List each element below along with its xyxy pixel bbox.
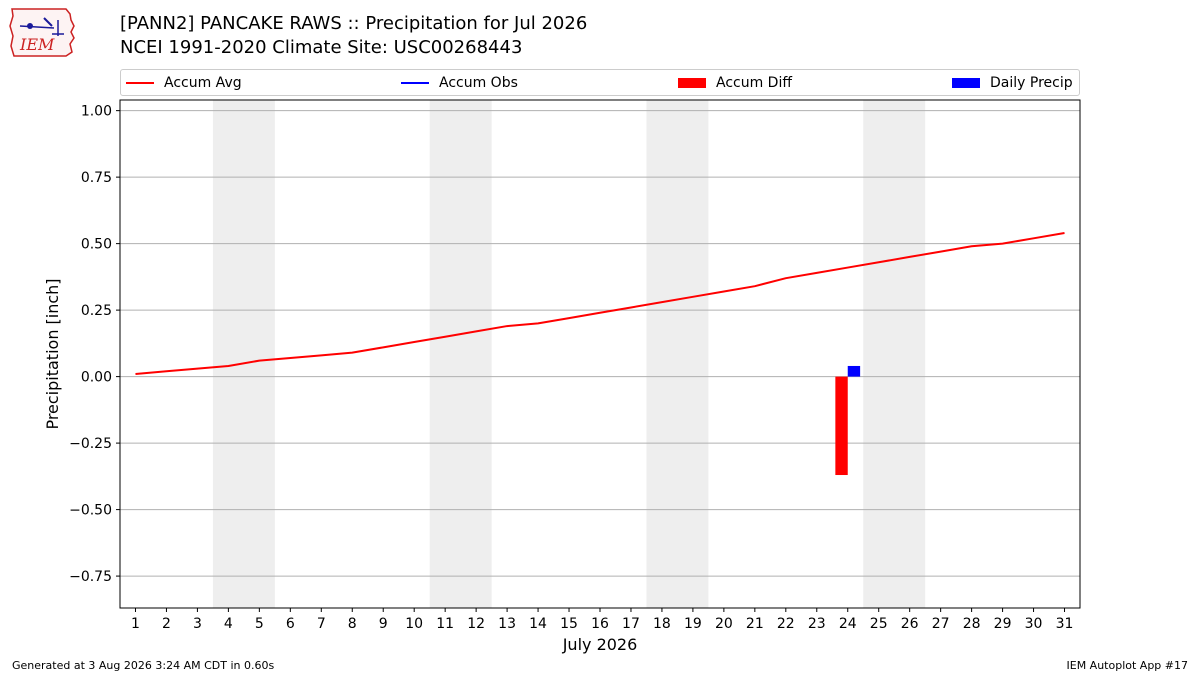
x-tick-label: 17 [622,616,640,632]
generated-note: Generated at 3 Aug 2026 3:24 AM CDT in 0… [12,659,275,672]
iem-logo: IEM [8,6,80,58]
x-tick-label: 20 [715,616,733,632]
x-tick-label: 3 [193,616,202,632]
x-tick-label: 14 [529,616,547,632]
legend-label-accum-obs: Accum Obs [439,74,518,91]
y-tick-label: 0.00 [81,370,112,386]
x-tick-label: 18 [653,616,671,632]
y-tick-label: −0.75 [69,569,112,585]
series-line-accum-avg [135,231,1065,375]
x-tick-label: 13 [498,616,516,632]
legend-swatch-accum-avg [126,81,154,84]
bar-daily-precip [847,365,861,377]
svg-text:IEM: IEM [19,35,55,54]
x-tick-label: 10 [405,616,423,632]
legend-label-accum-avg: Accum Avg [164,74,242,91]
x-tick-label: 25 [870,616,888,632]
y-tick-label: 0.75 [81,170,112,186]
weekend-band-1 [212,100,275,608]
x-tick-label: 6 [286,616,295,632]
y-tick-label: −0.25 [69,436,112,452]
x-tick-label: 31 [1056,616,1074,632]
x-tick-label: 19 [684,616,702,632]
x-tick-label: 28 [963,616,981,632]
x-tick-label: 16 [591,616,609,632]
x-tick-label: 26 [901,616,919,632]
app-note: IEM Autoplot App #17 [1066,659,1189,672]
legend: Accum Avg Accum Obs Accum Diff Daily Pre… [120,69,1080,96]
legend-item-accum-avg: Accum Avg [126,70,242,95]
weekend-band-3 [646,100,709,608]
x-tick-label: 1 [131,616,140,632]
y-tick-label: 0.50 [81,237,112,253]
legend-item-accum-diff: Accum Diff [678,70,792,95]
x-tick-label: 7 [317,616,326,632]
x-tick-label: 24 [839,616,857,632]
weekend-band-4 [863,100,926,608]
x-tick-label: 2 [162,616,171,632]
x-tick-label: 4 [224,616,233,632]
y-tick-label: 1.00 [81,104,112,120]
x-tick-label: 5 [255,616,264,632]
y-tick-label: 0.25 [81,303,112,319]
legend-swatch-accum-obs [401,81,429,84]
legend-label-daily-precip: Daily Precip [990,74,1073,91]
y-tick-label: −0.50 [69,503,112,519]
x-axis-label: July 2026 [562,635,638,654]
y-axis-label: Precipitation [inch] [43,278,62,429]
x-tick-label: 22 [777,616,795,632]
chart-title: [PANN2] PANCAKE RAWS :: Precipitation fo… [120,13,588,34]
x-tick-label: 23 [808,616,826,632]
x-tick-label: 8 [348,616,357,632]
legend-swatch-accum-diff [678,77,706,88]
x-tick-label: 11 [436,616,454,632]
x-tick-label: 15 [560,616,578,632]
plot-frame [119,99,1081,609]
x-tick-label: 21 [746,616,764,632]
x-tick-label: 29 [994,616,1012,632]
legend-item-accum-obs: Accum Obs [401,70,518,95]
chart-subtitle: NCEI 1991-2020 Climate Site: USC00268443 [120,37,523,58]
x-tick-label: 27 [932,616,950,632]
x-tick-label: 12 [467,616,485,632]
legend-item-daily-precip: Daily Precip [952,70,1073,95]
bar-accum-diff [835,376,848,476]
x-tick-label: 9 [379,616,388,632]
legend-label-accum-diff: Accum Diff [716,74,793,91]
weekend-band-2 [429,100,492,608]
legend-swatch-daily-precip [952,77,980,88]
x-tick-label: 30 [1025,616,1043,632]
